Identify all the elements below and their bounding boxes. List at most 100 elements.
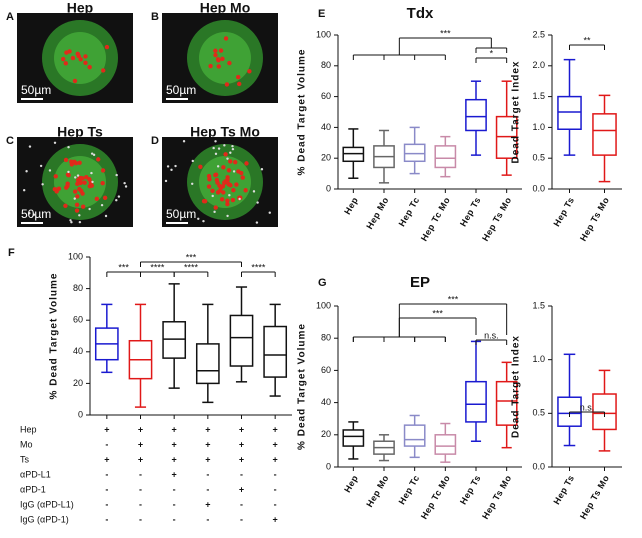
cell-dot [75,177,81,183]
cell-dot [74,208,80,213]
tcell-dot [90,171,93,175]
y-tick-label: 100 [316,300,331,310]
tcell-dot [229,151,232,154]
tcell-dot [88,207,91,211]
box [434,145,457,169]
cell-dot [223,152,228,157]
y-tick-label: 0.5 [532,153,545,163]
x-tick-label: Hep Ts Mo [578,473,611,521]
cell-dot [75,51,80,57]
x-tick-label: Hep Ts [458,473,483,506]
y-tick-label: 1.0 [532,122,545,132]
cell-dot [215,57,221,62]
row-label: Hep [20,424,37,434]
tcell-dot [67,170,70,174]
x-tick-label: Hep Tc Mo [419,473,452,521]
tcell-dot [191,182,194,185]
cell-dot [220,56,225,62]
cell-dot [247,69,252,74]
tcell-dot [28,145,32,148]
cell: + [104,424,109,434]
panel-letter: D [151,135,159,147]
cell-dot [78,57,83,62]
row-label: Mo [20,439,33,449]
significance: *** [186,252,197,262]
cell: - [240,514,243,524]
tcell-dot [124,185,128,188]
y-tick-label: 0.0 [532,461,545,471]
tcell-dot [197,217,200,221]
row-label: Ts [20,454,30,464]
y-tick-label: 0 [326,461,331,471]
cell: + [138,454,143,464]
cell-dot [231,188,236,193]
y-axis-label: % Dead Target Volume [297,49,308,176]
tcell-dot [170,168,173,172]
cell: + [239,454,244,464]
image-title: Hep Ts Mo [190,124,260,140]
tcell-dot [78,220,82,224]
tcell-dot [78,214,81,217]
tcell-dot [100,203,104,207]
cell: - [206,514,209,524]
y-tick-label: 80 [73,283,83,293]
significance: **** [251,262,266,272]
y-tick-label: 2.5 [532,29,545,39]
tcell-dot [226,214,229,218]
significance: **** [184,262,199,272]
cell-dot [240,175,245,180]
cell-dot [230,197,236,203]
spheroid-core [199,32,251,84]
tcell-dot [202,219,205,223]
cell: - [240,499,243,509]
cell-dot [65,181,70,186]
tcell-dot [226,157,229,160]
tcell-dot [74,176,77,179]
tcell-dot [92,153,96,157]
cell-dot [233,159,238,165]
cell-dot [70,55,76,61]
x-tick-label: Hep Ts Mo [578,195,611,243]
panel-letter: F [8,247,15,259]
cell: + [138,424,143,434]
cell-dot [207,177,212,182]
cell: + [205,424,210,434]
cell-dot [206,184,212,189]
y-tick-label: 0.0 [532,183,545,193]
row-label: αPD-1 [20,484,46,494]
panel-letter: C [6,135,14,147]
box [263,325,288,378]
cell-dot [61,56,66,62]
tcell-dot [268,211,271,214]
significance: *** [440,28,451,38]
cell-dot [100,181,105,186]
tcell-dot [217,147,221,150]
image-title: Hep [67,0,93,16]
scale-label: 50µm [21,207,51,221]
significance: n.s. [580,402,595,412]
image-title: Hep Mo [200,0,251,16]
cell-dot [223,36,229,41]
cell: - [274,469,277,479]
tcell-dot [238,197,241,201]
tcell-dot [191,159,194,163]
x-tick-label: Hep Ts [458,195,483,228]
panel-letter: B [151,11,159,23]
cell: - [173,484,176,494]
box [434,434,457,455]
y-tick-label: 20 [73,378,83,388]
significance: * [490,48,494,58]
tcell-dot [115,173,118,177]
cell-dot [225,198,230,203]
cell-dot [221,190,226,195]
y-tick-label: 40 [73,346,83,356]
y-tick-label: 100 [316,29,331,39]
tcell-dot [232,170,236,173]
cell: + [273,514,278,524]
cell-dot [77,160,82,165]
cell-dot [220,184,226,189]
box [465,98,487,132]
y-tick-label: 20 [321,429,331,439]
y-tick-label: 100 [68,251,83,261]
box [229,314,254,367]
